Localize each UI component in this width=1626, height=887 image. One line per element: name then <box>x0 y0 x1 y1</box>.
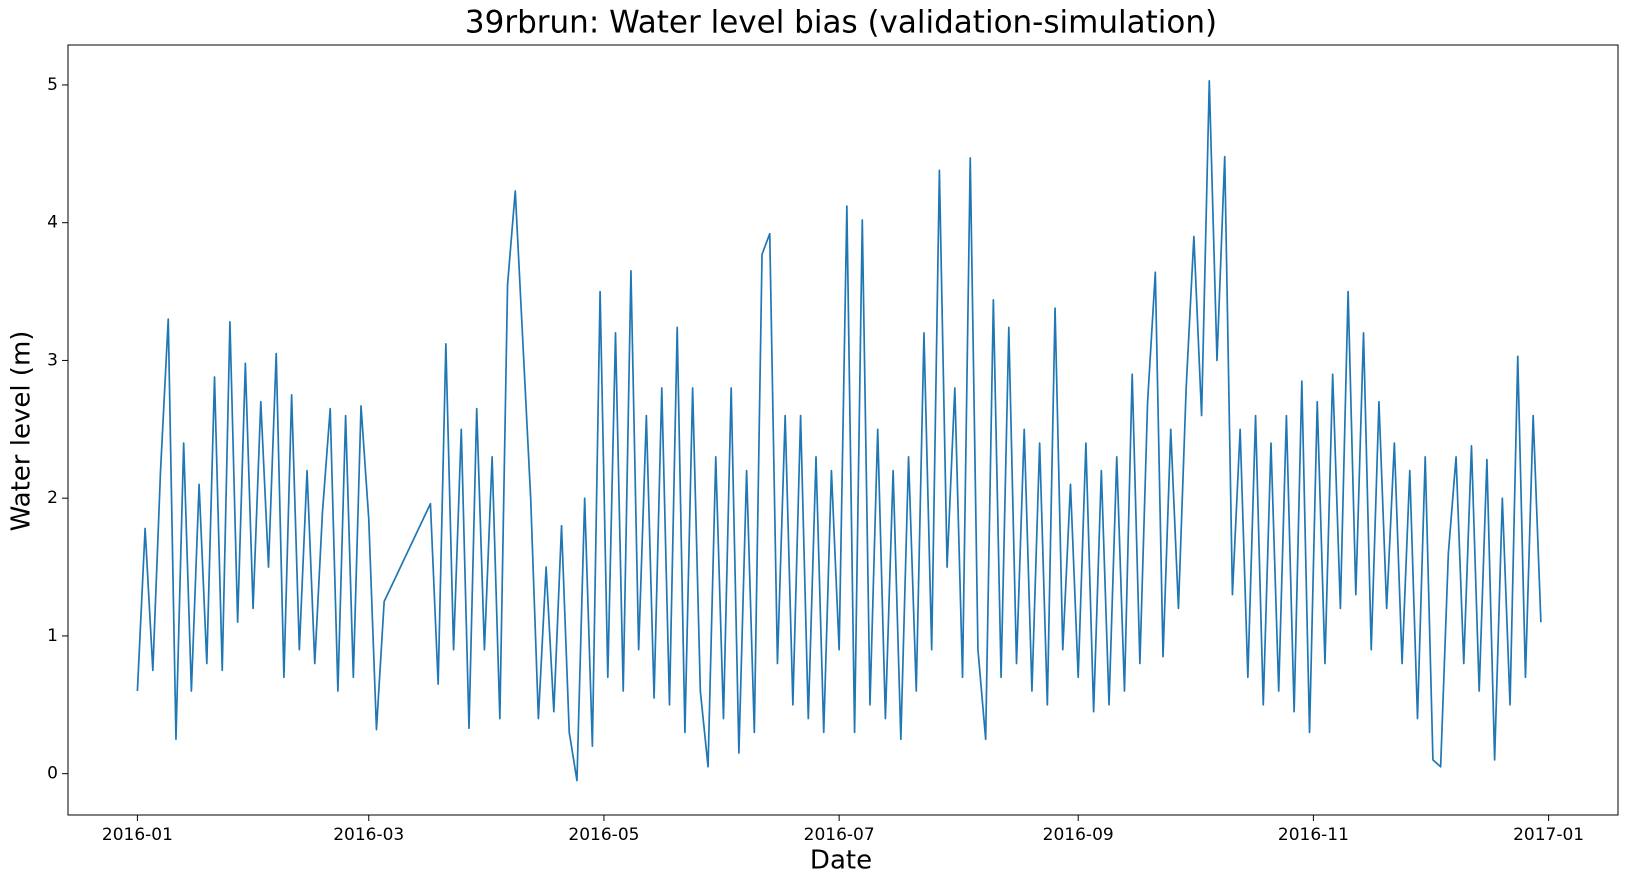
y-tick-label: 3 <box>47 350 58 370</box>
x-tick-label: 2016-07 <box>804 825 875 845</box>
x-tick-label: 2016-01 <box>102 825 173 845</box>
x-tick-label: 2017-01 <box>1513 825 1584 845</box>
plot-frame <box>67 44 1619 816</box>
x-tick-label: 2016-11 <box>1278 825 1349 845</box>
x-tick-label: 2016-05 <box>568 825 639 845</box>
y-tick-label: 4 <box>47 213 58 233</box>
y-tick-label: 1 <box>47 626 58 646</box>
data-line <box>136 79 1542 782</box>
x-tick-label: 2016-03 <box>333 825 404 845</box>
chart-title: 39rbrun: Water level bias (validation-si… <box>465 5 1217 41</box>
x-tick-label: 2016-09 <box>1043 825 1114 845</box>
x-axis-label: Date <box>810 846 872 876</box>
y-tick-label: 2 <box>47 488 58 508</box>
y-tick-label: 0 <box>47 764 58 784</box>
y-axis-label: Water level (m) <box>7 331 37 532</box>
y-tick-label: 5 <box>47 75 58 95</box>
